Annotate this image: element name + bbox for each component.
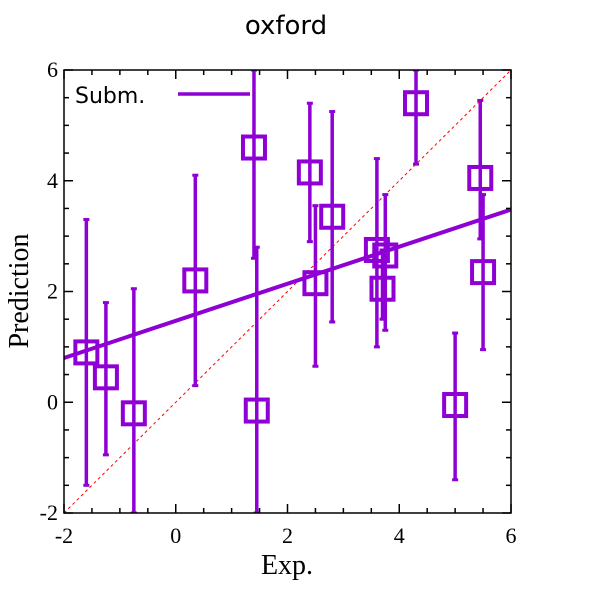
data-point-marker <box>442 392 469 419</box>
data-point-marker <box>470 259 497 286</box>
x-tick-label: 0 <box>170 523 181 548</box>
y-tick-label: 6 <box>47 57 58 82</box>
data-point-marker <box>467 164 494 191</box>
data-point-marker <box>302 270 329 297</box>
data-point-marker <box>243 397 270 424</box>
data-point-marker <box>296 159 323 186</box>
data-point-marker <box>363 236 390 263</box>
y-tick-label: 0 <box>47 389 58 414</box>
legend-label: Subm. <box>75 84 145 109</box>
x-axis-label: Exp. <box>261 550 313 581</box>
x-tick-label: 6 <box>506 523 517 548</box>
x-tick-label: -2 <box>55 523 73 548</box>
data-point-marker <box>372 242 399 269</box>
x-tick-label: 4 <box>394 523 405 548</box>
data-point-marker <box>73 339 100 366</box>
diagonal-reference-line <box>64 70 511 513</box>
chart-title: oxford <box>245 11 327 41</box>
plot-area <box>64 70 511 513</box>
data-point-marker <box>403 90 430 117</box>
legend: Subm. <box>75 84 250 109</box>
y-tick-label: 2 <box>47 279 58 304</box>
y-axis-label: Prediction <box>4 233 35 348</box>
data-point-marker <box>240 134 267 161</box>
y-tick-label: -2 <box>40 500 58 525</box>
fit-line <box>64 207 511 360</box>
data-point-marker <box>319 203 346 230</box>
data-point-marker <box>120 400 147 427</box>
x-tick-label: 2 <box>282 523 293 548</box>
data-point-marker <box>92 364 119 391</box>
axes-layer: -2 0 2 4 6 -2 0 2 4 6 <box>40 57 517 548</box>
data-point-marker <box>369 275 396 302</box>
data-point-marker <box>182 267 209 294</box>
y-tick-label: 4 <box>47 168 58 193</box>
